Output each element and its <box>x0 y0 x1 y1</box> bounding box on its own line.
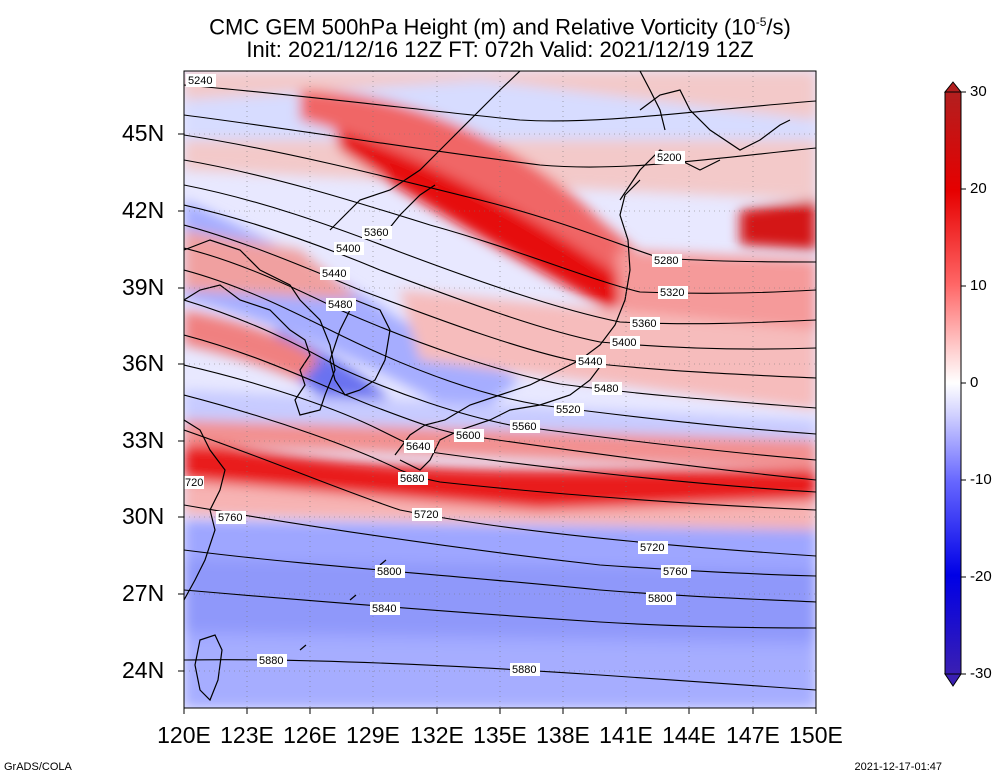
contour-label-5480-w: 5480 <box>328 299 352 311</box>
contour-label-5400-e: 5400 <box>612 337 636 349</box>
contour-label-5720-e: 5720 <box>640 542 664 554</box>
lon-label-132e: 132E <box>410 722 464 748</box>
contour-label-5480-e: 5480 <box>594 383 618 395</box>
contour-label-5680: 5680 <box>400 473 424 485</box>
contour-label-5840: 5840 <box>372 603 396 615</box>
lat-label-33n: 33N <box>122 427 165 453</box>
contour-label-5280: 5280 <box>654 255 678 267</box>
contour-label-5600: 5600 <box>456 430 480 442</box>
lat-label-42n: 42N <box>122 197 165 223</box>
lon-label-144e: 144E <box>662 722 716 748</box>
contour-label-5760-e: 5760 <box>663 566 687 578</box>
colorbar-label-neg30: -30 <box>970 665 992 682</box>
lon-label-120e: 120E <box>157 722 211 748</box>
vorticity-field: 5240 5200 5280 5320 5360 5360 5400 5400 … <box>184 71 816 708</box>
lon-label-141e: 141E <box>599 722 653 748</box>
contour-label-5800-w: 5800 <box>377 566 401 578</box>
colorbar-label-10: 10 <box>970 277 987 294</box>
map-title-line2: Init: 2021/12/16 12Z FT: 072h Valid: 202… <box>246 37 754 62</box>
footer-credit: GrADS/COLA <box>4 761 72 773</box>
contour-label-5720-w: 5720 <box>414 509 438 521</box>
map-title-line1: CMC GEM 500hPa Height (m) and Relative V… <box>209 14 791 40</box>
contour-label-5360-e: 5360 <box>632 318 656 330</box>
contour-label-5440-e: 5440 <box>578 356 602 368</box>
lat-label-30n: 30N <box>122 503 165 529</box>
lat-label-24n: 24N <box>122 657 165 683</box>
contour-label-5320: 5320 <box>660 287 684 299</box>
lon-label-123e: 123E <box>220 722 274 748</box>
colorbar-label-20: 20 <box>970 180 987 197</box>
lat-label-39n: 39N <box>122 274 165 300</box>
coastlines <box>184 71 791 702</box>
colorbar <box>943 81 966 687</box>
contour-label-5400-w: 5400 <box>336 243 360 255</box>
contour-label-5240: 5240 <box>188 75 212 87</box>
contour-label-5360-w: 5360 <box>364 227 388 239</box>
colorbar-label-0: 0 <box>970 374 979 391</box>
colorbar-label-30: 30 <box>970 83 987 100</box>
axis-ticks <box>178 133 817 714</box>
lon-label-150e: 150E <box>789 722 843 748</box>
contour-label-5520: 5520 <box>556 404 580 416</box>
lon-label-126e: 126E <box>283 722 337 748</box>
contour-label-5440-w: 5440 <box>322 268 346 280</box>
footer-timestamp: 2021-12-17-01:47 <box>854 761 942 773</box>
contour-label-5200: 5200 <box>657 152 681 164</box>
contour-label-5560: 5560 <box>512 421 536 433</box>
lon-label-135e: 135E <box>473 722 527 748</box>
lat-lon-grid <box>184 71 816 708</box>
lon-label-138e: 138E <box>536 722 590 748</box>
lon-label-129e: 129E <box>346 722 400 748</box>
colorbar-label-neg10: -10 <box>970 471 992 488</box>
colorbar-label-neg20: -20 <box>970 568 992 585</box>
contour-labels: 5240 5200 5280 5320 5360 5360 5400 5400 … <box>184 74 691 676</box>
contour-label-5760-w: 5760 <box>218 512 242 524</box>
contour-label-5800-e: 5800 <box>648 593 672 605</box>
lon-label-147e: 147E <box>726 722 780 748</box>
contour-label-720: 720 <box>185 477 203 489</box>
contour-label-5640: 5640 <box>406 441 430 453</box>
lat-label-45n: 45N <box>122 120 165 146</box>
contour-label-5880-e: 5880 <box>512 664 536 676</box>
contour-label-5880-w: 5880 <box>259 655 283 667</box>
lat-label-36n: 36N <box>122 350 165 376</box>
lat-label-27n: 27N <box>122 580 165 606</box>
